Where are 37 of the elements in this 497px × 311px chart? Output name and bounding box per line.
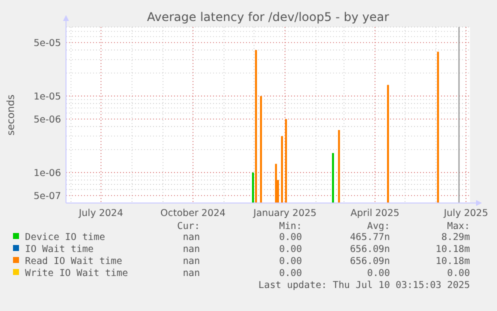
y-axis-title: seconds	[6, 94, 17, 136]
text: 0.00	[279, 256, 302, 267]
text: 10.18m	[436, 244, 470, 255]
legend-label: Write IO Wait time	[25, 268, 128, 279]
x-tick-label: October 2024	[160, 208, 226, 219]
text: nan	[182, 268, 200, 279]
text: 0.00	[279, 232, 302, 243]
text: 656.09n	[350, 256, 390, 267]
y-tick-label: 5e-06	[34, 114, 61, 126]
text: 656.09n	[350, 244, 390, 255]
text: nan	[182, 232, 200, 243]
x-tick-label: January 2025	[252, 208, 317, 219]
y-tick-label: 1e-05	[34, 91, 61, 102]
y-tick-label: 1e-06	[34, 168, 61, 179]
text: 10.18m	[436, 256, 470, 267]
text: 8.29m	[441, 232, 470, 243]
x-tick-label: July 2024	[78, 208, 124, 219]
text: Last update: Thu Jul 10 03:15:03 2025	[258, 280, 470, 291]
text: Avg:	[367, 221, 390, 232]
x-tick-label: April 2025	[350, 208, 400, 219]
legend-label: Read IO Wait time	[25, 256, 123, 267]
text: Cur:	[177, 221, 200, 232]
text: 465.77n	[350, 232, 390, 243]
y-tick-label: 5e-07	[34, 190, 61, 202]
x-tick-label: July 2025	[442, 208, 488, 219]
legend-label: Device IO time	[25, 232, 106, 243]
text: Max:	[447, 221, 470, 232]
text: 0.00	[279, 268, 302, 279]
text: Min:	[279, 221, 302, 232]
y-tick-label: 5e-05	[34, 38, 61, 49]
text: 0.00	[279, 244, 302, 255]
legend-label: IO Wait time	[25, 244, 94, 255]
text: 0.00	[367, 268, 390, 279]
text: 0.00	[447, 268, 470, 279]
text: nan	[182, 244, 200, 255]
chart-title: Average latency for /dev/loop5 - by year	[146, 10, 390, 24]
text: nan	[182, 256, 200, 267]
